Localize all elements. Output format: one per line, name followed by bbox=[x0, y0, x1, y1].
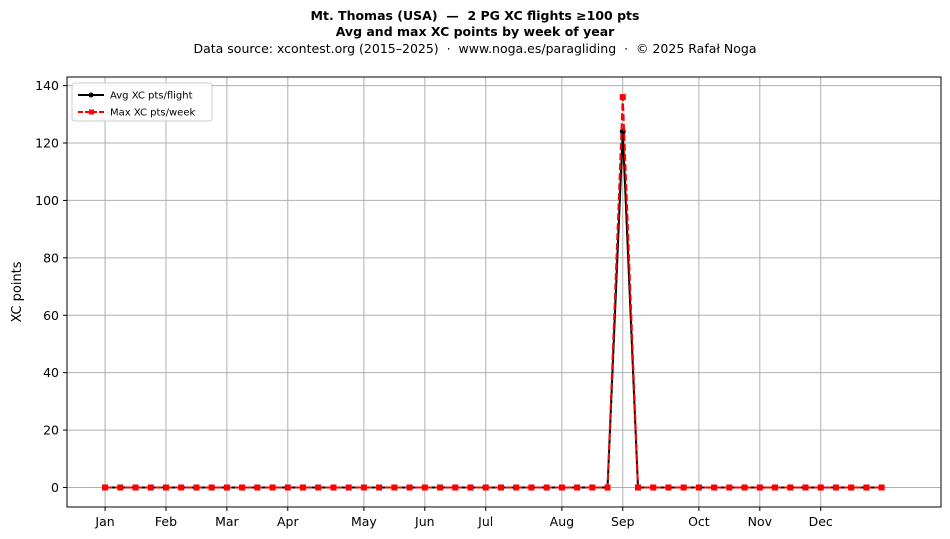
data-point bbox=[497, 484, 504, 491]
y-tick-label: 20 bbox=[43, 423, 59, 438]
series-line bbox=[105, 130, 882, 489]
y-tick-label: 0 bbox=[51, 480, 59, 495]
data-point bbox=[376, 484, 383, 491]
data-point bbox=[391, 484, 398, 491]
legend-swatch-marker bbox=[88, 92, 94, 98]
data-point bbox=[467, 484, 474, 491]
data-point bbox=[528, 484, 535, 491]
data-point bbox=[437, 484, 444, 491]
plot-frame bbox=[66, 76, 942, 508]
legend: Avg XC pts/flight Max XC pts/week bbox=[71, 82, 213, 122]
series-line bbox=[105, 96, 882, 489]
data-point bbox=[574, 484, 581, 491]
data-point bbox=[787, 484, 794, 491]
grid-lines bbox=[67, 77, 941, 507]
data-point bbox=[300, 484, 307, 491]
data-point bbox=[421, 484, 428, 491]
data-point bbox=[589, 484, 596, 491]
data-point bbox=[604, 484, 611, 491]
data-point bbox=[102, 484, 109, 491]
max-series bbox=[102, 94, 885, 491]
data-point bbox=[848, 484, 855, 491]
data-point bbox=[634, 484, 641, 491]
data-point bbox=[117, 484, 124, 491]
data-point bbox=[223, 484, 230, 491]
y-tick-label: 140 bbox=[35, 78, 59, 93]
data-point bbox=[878, 484, 885, 491]
data-point bbox=[482, 484, 489, 491]
data-point bbox=[452, 484, 459, 491]
data-point bbox=[832, 484, 839, 491]
avg-series bbox=[102, 128, 885, 491]
x-tick-label: Jul bbox=[477, 514, 493, 529]
chart-title-line-1: Mt. Thomas (USA) — 2 PG XC flights ≥100 … bbox=[310, 8, 640, 23]
data-point bbox=[254, 484, 261, 491]
data-point bbox=[665, 484, 672, 491]
data-point bbox=[513, 484, 520, 491]
data-point bbox=[680, 484, 687, 491]
data-point bbox=[406, 484, 413, 491]
data-point bbox=[802, 484, 809, 491]
data-point bbox=[558, 484, 565, 491]
y-axis-label: XC points bbox=[10, 261, 25, 322]
data-point bbox=[650, 484, 657, 491]
legend-swatch-marker bbox=[89, 109, 94, 115]
data-point bbox=[817, 484, 824, 491]
data-point bbox=[711, 484, 718, 491]
x-tick-label: Jan bbox=[94, 514, 114, 529]
data-point bbox=[208, 484, 215, 491]
x-tick-label: Mar bbox=[215, 514, 239, 529]
legend-label: Avg XC pts/flight bbox=[110, 91, 193, 102]
data-point bbox=[132, 484, 139, 491]
y-tick-label: 120 bbox=[35, 136, 59, 151]
x-tick-label: Jun bbox=[414, 514, 435, 529]
data-point bbox=[863, 484, 870, 491]
x-tick-label: Nov bbox=[748, 514, 773, 529]
data-point bbox=[239, 484, 246, 491]
y-tick-label: 60 bbox=[43, 308, 59, 323]
x-tick-label: May bbox=[351, 514, 377, 529]
data-point bbox=[284, 484, 291, 491]
y-tick-label: 80 bbox=[43, 250, 59, 265]
data-point bbox=[330, 484, 337, 491]
x-tick-label: Sep bbox=[611, 514, 635, 529]
legend-item: Avg XC pts/flight bbox=[78, 91, 193, 102]
chart-subtitle: Data source: xcontest.org (2015–2025) · … bbox=[193, 41, 757, 56]
legend-box bbox=[71, 82, 213, 122]
data-point bbox=[741, 484, 748, 491]
data-point bbox=[695, 484, 702, 491]
data-point bbox=[162, 484, 169, 491]
data-point bbox=[726, 484, 733, 491]
x-tick-label: Feb bbox=[155, 514, 177, 529]
data-point bbox=[619, 94, 626, 101]
data-point bbox=[269, 484, 276, 491]
legend-item: Max XC pts/week bbox=[78, 108, 195, 119]
data-point bbox=[543, 484, 550, 491]
data-point bbox=[772, 484, 779, 491]
data-point bbox=[756, 484, 763, 491]
data-point bbox=[345, 484, 352, 491]
data-point bbox=[147, 484, 154, 491]
data-point bbox=[193, 484, 200, 491]
data-point bbox=[360, 484, 367, 491]
y-tick-label: 40 bbox=[43, 365, 59, 380]
x-tick-label: Oct bbox=[688, 514, 710, 529]
y-tick-label: 100 bbox=[35, 193, 59, 208]
chart-title-line-2: Avg and max XC points by week of year bbox=[335, 24, 615, 39]
x-tick-label: Apr bbox=[277, 514, 299, 529]
data-point bbox=[178, 484, 185, 491]
x-tick-label: Dec bbox=[809, 514, 833, 529]
chart-header: Mt. Thomas (USA) — 2 PG XC flights ≥100 … bbox=[0, 8, 950, 57]
data-point bbox=[315, 484, 322, 491]
x-tick-label: Aug bbox=[550, 514, 574, 529]
legend-label: Max XC pts/week bbox=[110, 108, 195, 119]
